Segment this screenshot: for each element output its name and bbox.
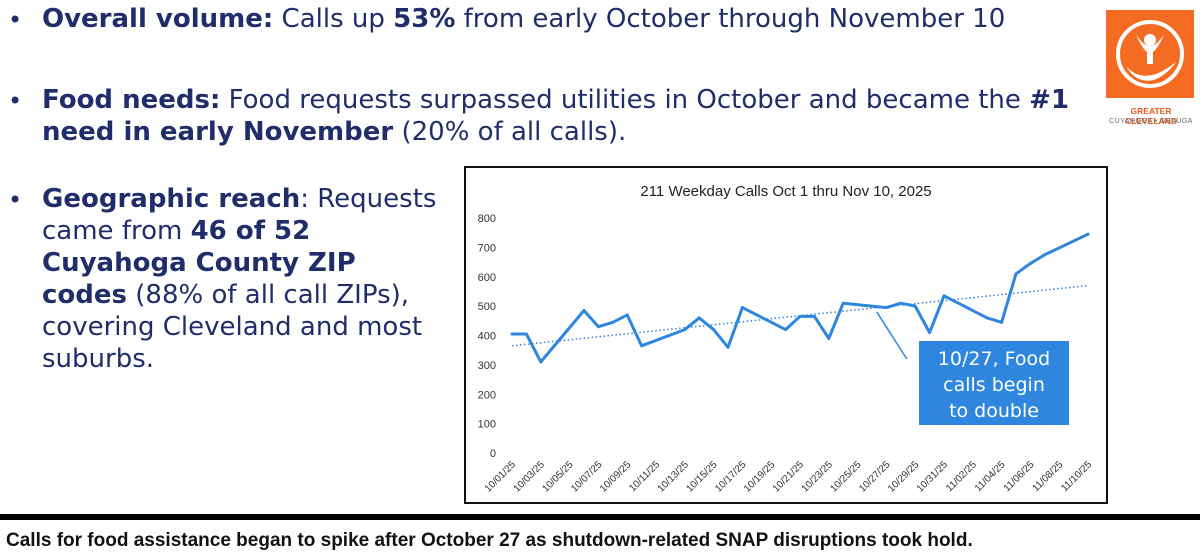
data-point	[539, 360, 543, 364]
data-point	[1014, 272, 1018, 276]
bullet-overall-volume: Overall volume: Calls up 53% from early …	[42, 3, 1102, 35]
bullet-text: (20% of all calls).	[393, 117, 627, 147]
data-point	[1086, 232, 1090, 236]
data-point	[899, 301, 903, 305]
data-point	[697, 316, 701, 320]
trendline	[511, 284, 1089, 347]
data-point	[928, 331, 932, 335]
bullet-lead: Food needs:	[42, 85, 221, 115]
data-point	[596, 325, 600, 329]
x-tick-label: 11/08/25	[1031, 459, 1066, 494]
x-tick-label: 11/04/25	[973, 459, 1008, 494]
bullet-marker: •	[8, 87, 23, 115]
line-chart: 211 Weekday Calls Oct 1 thru Nov 10, 202…	[478, 183, 1095, 495]
y-tick-label: 400	[478, 331, 496, 343]
bullet-highlight: 53%	[393, 4, 456, 34]
bullet-highlight: #1 need in early November	[42, 85, 1070, 147]
data-point	[1028, 262, 1032, 266]
united-way-logo: GREATER CLEVELAND CUYAHOGA • GEAUGA	[1104, 8, 1198, 132]
caption-bar: Calls for food assistance began to spike…	[0, 514, 1200, 554]
x-tick-label: 11/10/25	[1059, 459, 1094, 494]
bullet-text: Food requests surpassed utilities in Oct…	[220, 85, 1030, 115]
bullet-text: :	[300, 184, 310, 214]
data-point	[812, 314, 816, 318]
y-tick-label: 700	[478, 242, 496, 254]
data-point	[841, 301, 845, 305]
y-tick-label: 600	[478, 272, 496, 284]
bullet-marker: •	[8, 6, 23, 34]
bullet-food-needs: Food needs: Food requests surpassed util…	[42, 84, 1082, 148]
data-point	[712, 328, 716, 332]
bullet-highlight: 46 of 52 Cuyahoga County ZIP codes	[42, 216, 356, 310]
x-tick-label: 10/09/25	[598, 459, 634, 495]
bullet-lead: Overall volume:	[42, 4, 274, 34]
bullet-lead: Geographic reach	[42, 184, 301, 214]
data-point	[683, 328, 687, 332]
united-way-hand-person-icon	[1106, 10, 1194, 98]
y-tick-label: 200	[478, 389, 496, 401]
data-point	[510, 332, 514, 336]
annotation-text: 10/27, Food calls begin to double	[938, 348, 1050, 422]
logo-subtitle: CUYAHOGA • GEAUGA	[1109, 118, 1193, 125]
bullet-text: from early October through November 10	[455, 4, 1006, 34]
data-point	[827, 336, 831, 340]
bullet-geographic-reach: Geographic reach: Requests came from 46 …	[42, 183, 442, 375]
x-tick-label: 11/02/25	[944, 459, 979, 494]
data-point	[524, 332, 528, 336]
y-tick-label: 300	[478, 360, 496, 372]
x-tick-label: 10/31/25	[915, 459, 951, 495]
data-point	[726, 345, 730, 349]
data-point	[884, 306, 888, 310]
data-point	[913, 304, 917, 308]
chart-frame: 211 Weekday Calls Oct 1 thru Nov 10, 202…	[464, 166, 1108, 504]
bullet-text: Requests came from	[42, 184, 437, 246]
data-point	[1000, 320, 1004, 324]
annotation-box	[919, 341, 1069, 425]
data-point	[985, 316, 989, 320]
y-tick-label: 800	[478, 213, 496, 225]
data-point	[784, 328, 788, 332]
logo-wordmark: GREATER CLEVELAND	[1125, 106, 1177, 126]
annotation-pointer	[876, 311, 908, 360]
data-point	[740, 306, 744, 310]
data-point	[798, 314, 802, 318]
data-point	[640, 344, 644, 348]
data-point	[1043, 253, 1047, 257]
data-point	[582, 309, 586, 313]
data-point	[625, 313, 629, 317]
data-point	[611, 320, 615, 324]
y-tick-label: 500	[478, 301, 496, 313]
chart-title: 211 Weekday Calls Oct 1 thru Nov 10, 202…	[640, 183, 931, 200]
caption-text: Calls for food assistance began to spike…	[6, 530, 973, 551]
bullet-marker: •	[8, 186, 23, 214]
bullet-text: Calls up	[273, 4, 394, 34]
x-tick-label: 11/06/25	[1002, 459, 1037, 494]
y-tick-label: 0	[490, 448, 496, 460]
data-point	[942, 294, 946, 298]
y-tick-label: 100	[478, 419, 496, 431]
bullet-text: (88% of all call ZIPs), covering Clevela…	[42, 280, 423, 374]
